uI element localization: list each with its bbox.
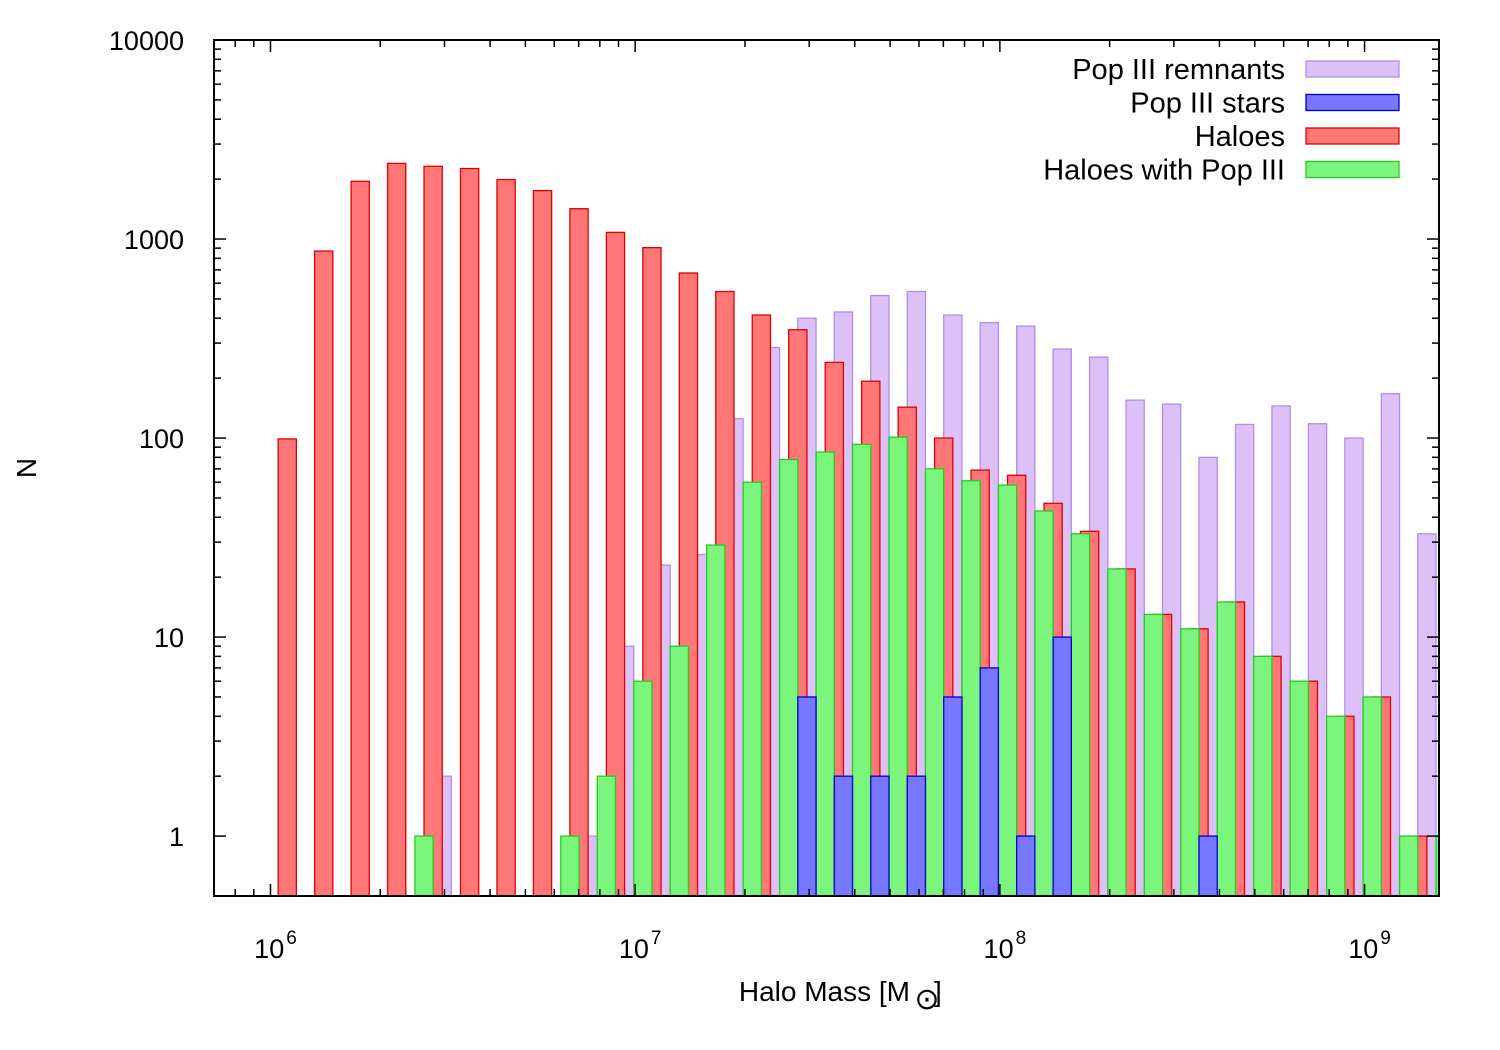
y-tick-label: 100 [139,424,184,454]
bar-haloes-with-pop-iii-29 [1325,715,1346,896]
x-tick-label: 10 9 [1348,928,1391,964]
bar-haloes-with-pop-iii-15 [815,451,835,896]
bar-haloes-with-pop-iii-19 [961,480,981,896]
y-tick-label: 1 [169,822,184,852]
legend-swatch-haloes [1305,127,1400,145]
bar-haloes-with-pop-iii-22 [1070,533,1091,896]
legend-swatch-pop-iii-stars [1305,93,1400,112]
bar-haloes-with-pop-iii-4 [414,835,434,896]
bar-haloes-with-pop-iii-21 [1034,510,1054,896]
y-tick-label: 10000 [109,26,184,56]
x-tick-label: 10 6 [254,928,297,964]
x-axis-label-suffix: ] [934,976,942,1007]
bar-haloes-with-pop-iii-12 [706,544,726,896]
bar-pop-iii-stars-17 [906,775,927,896]
plot-frame [213,39,1440,897]
bars-group [277,162,1439,896]
axes-group: 1 10 100 1000 10000 10 6 10 7 10 8 10 9 [109,26,1439,964]
bar-haloes-5 [459,167,480,896]
x-tick-label: 10 7 [619,928,662,964]
y-tick-label: 1000 [124,225,184,255]
bar-haloes-with-pop-iii-14 [778,458,799,896]
bar-pop-iii-stars-18 [943,696,963,896]
bar-haloes-3 [386,162,407,896]
bar-haloes-with-pop-iii-27 [1253,655,1273,896]
legend-label: Haloes with Pop III [1043,155,1285,187]
bar-haloes-with-pop-iii-18 [924,468,945,896]
bar-pop-iii-remnants-31 [1417,533,1437,896]
bar-haloes-with-pop-iii-11 [669,645,690,896]
bar-haloes-8 [569,208,589,896]
bar-pop-iii-stars-19 [979,667,1000,896]
bar-haloes-with-pop-iii-8 [560,835,580,896]
bar-haloes-with-pop-iii-13 [742,481,763,896]
bar-haloes-7 [532,189,553,896]
bar-haloes-with-pop-iii-30 [1362,696,1382,896]
legend-label: Pop III stars [1130,88,1285,120]
x-axis-label: Halo Mass [M [739,976,910,1007]
bar-pop-iii-stars-21 [1052,636,1072,896]
legend-swatch-pop-iii-remnants [1305,60,1400,78]
bar-pop-iii-stars-14 [797,696,817,896]
bar-haloes-with-pop-iii-24 [1143,613,1164,896]
legend-label: Pop III remnants [1072,54,1285,86]
bar-haloes-with-pop-iii-9 [596,775,617,896]
bar-haloes-with-pop-iii-17 [888,436,908,896]
bar-haloes-with-pop-iii-25 [1180,628,1200,896]
bar-pop-iii-stars-15 [833,775,854,896]
bar-pop-iii-stars-20 [1016,835,1036,896]
bar-haloes-1 [313,250,334,896]
x-axis-label-symbol: ⊙ [914,982,939,1017]
bar-haloes-with-pop-iii-16 [851,443,872,896]
bar-haloes-with-pop-iii-23 [1107,568,1127,896]
bar-haloes-2 [350,180,370,896]
bar-haloes-4 [423,165,443,896]
bar-haloes-6 [496,178,516,896]
y-axis-label: N [11,458,42,478]
bar-haloes-0 [277,438,298,896]
x-tick-label: 10 8 [984,928,1027,964]
bar-haloes-with-pop-iii-28 [1289,680,1310,896]
bar-haloes-with-pop-iii-20 [997,484,1018,896]
legend-swatch-haloes-with-pop-iii [1305,160,1400,179]
bar-pop-iii-stars-16 [870,775,890,896]
legend-label: Haloes [1195,121,1285,153]
bar-haloes-with-pop-iii-26 [1216,601,1237,896]
y-tick-label: 10 [154,623,184,653]
bar-haloes-9 [605,231,626,896]
bar-haloes-with-pop-iii-extra-0 [1435,835,1439,896]
bar-haloes-with-pop-iii-31 [1398,835,1419,896]
bar-pop-iii-stars-25 [1198,835,1218,896]
bar-haloes-with-pop-iii-10 [633,680,653,896]
